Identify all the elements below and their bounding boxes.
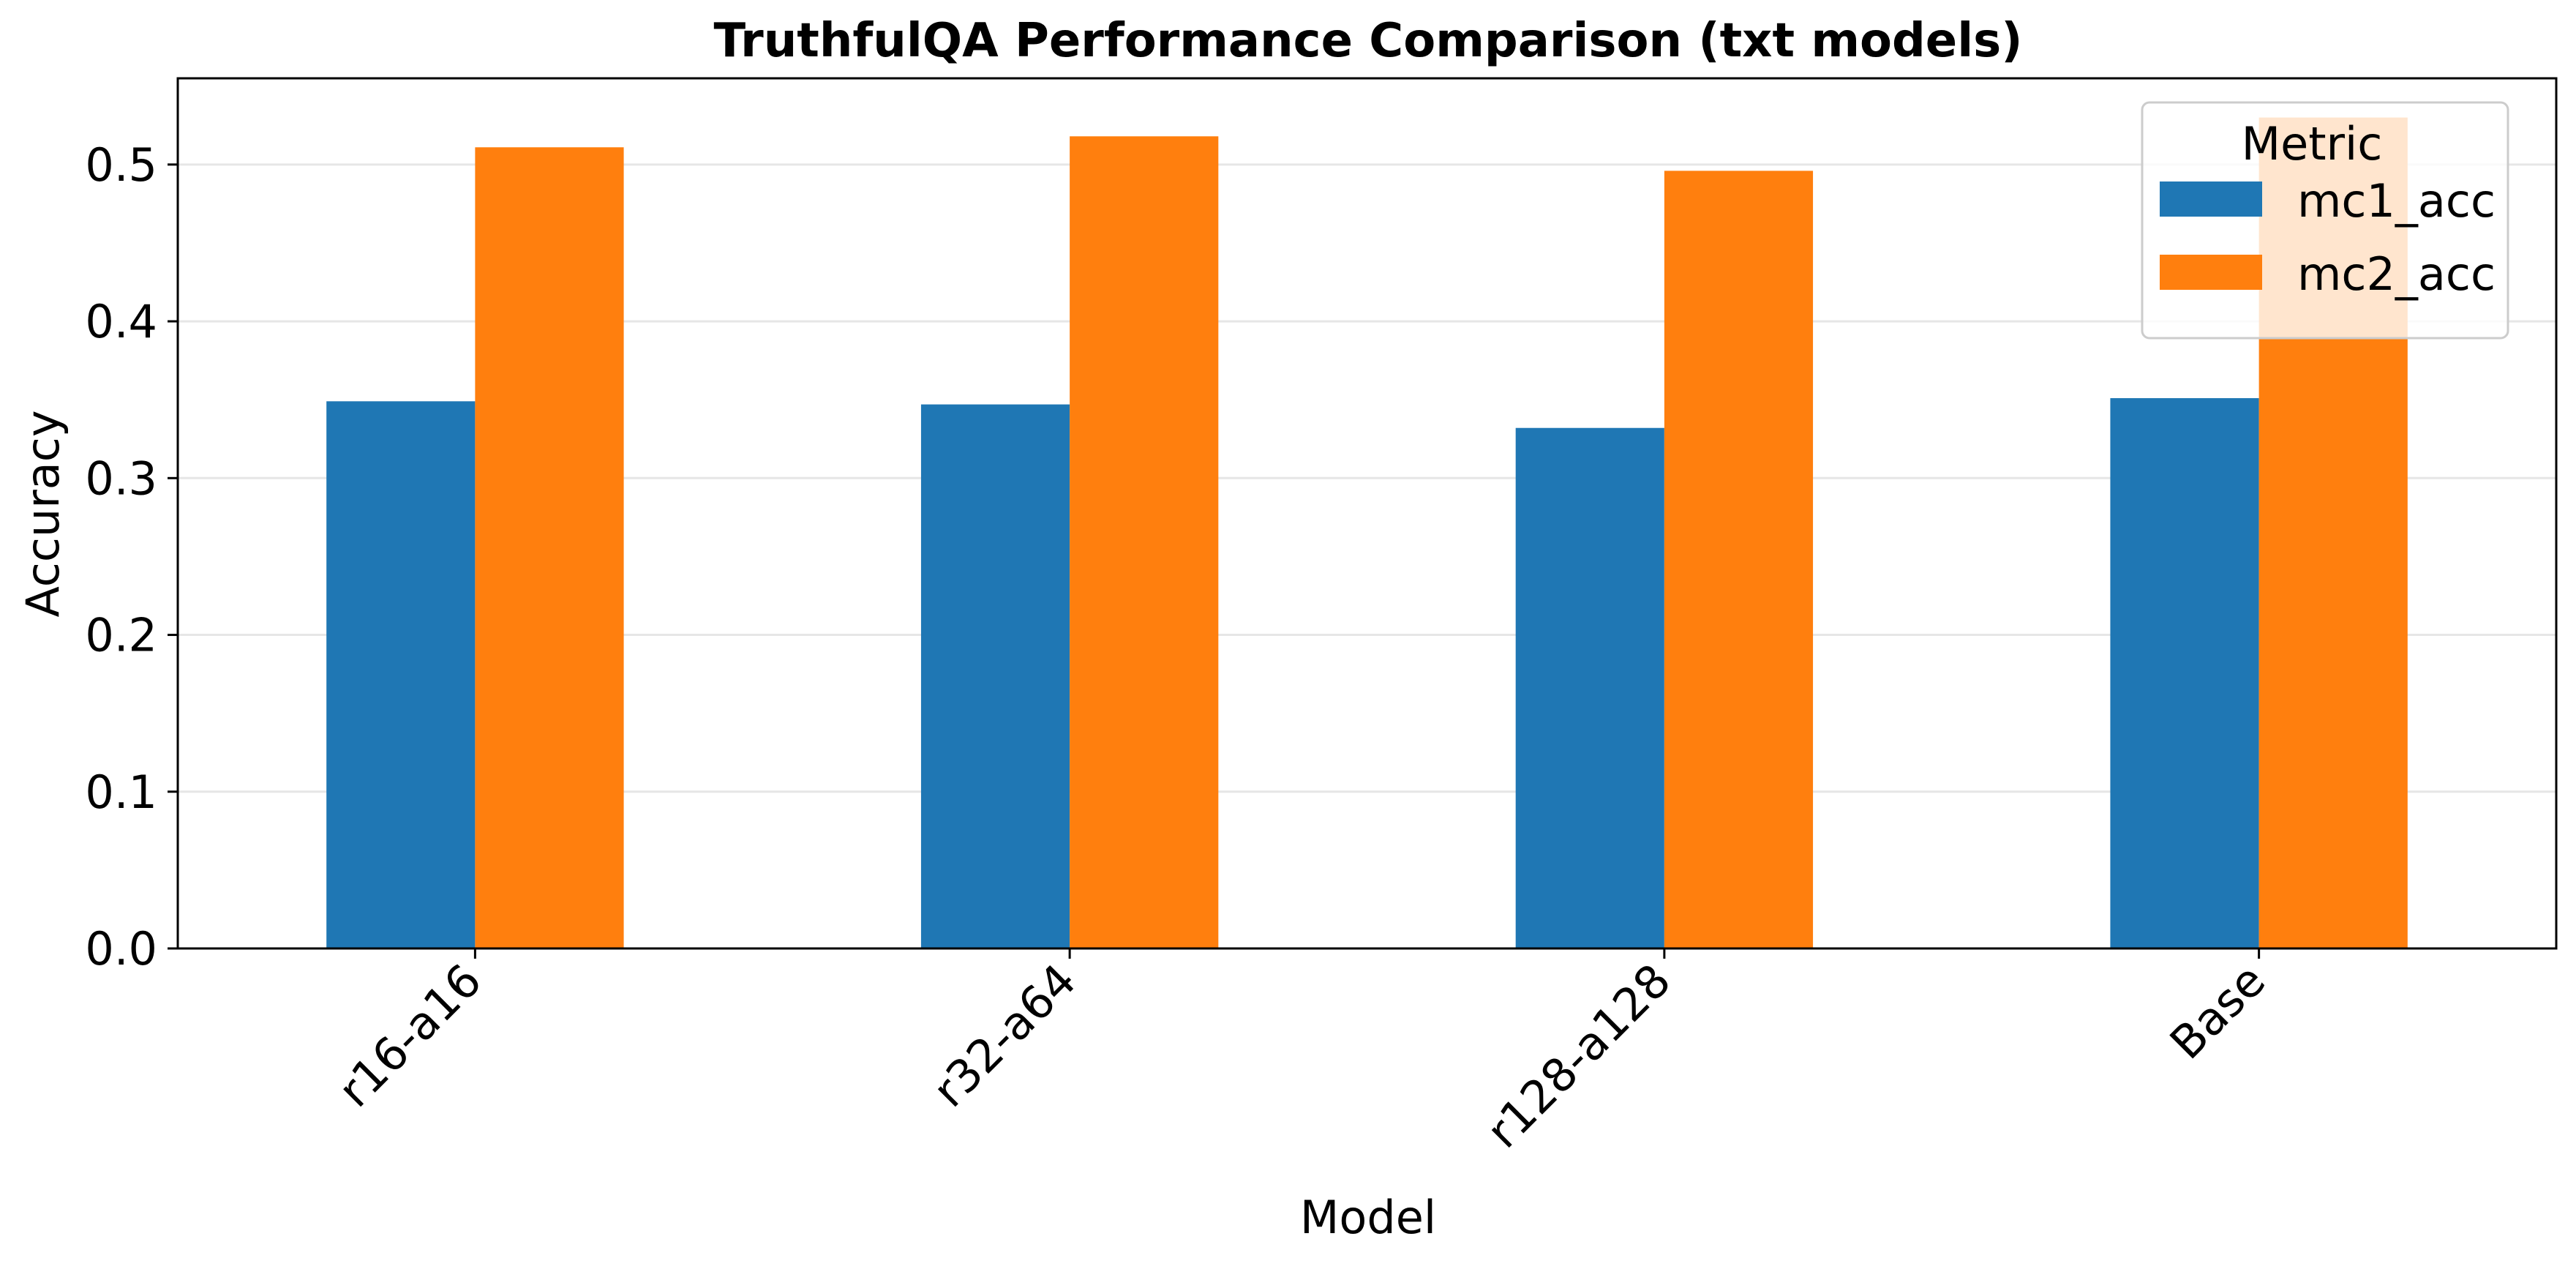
y-tick-label: 0.2 (85, 609, 157, 662)
bars (326, 117, 2408, 949)
y-axis: 0.0 0.1 0.2 0.3 0.4 0.5 (85, 138, 178, 976)
bar-mc2_acc-r16-a16 (475, 147, 624, 948)
x-tick-label: r128-a128 (1476, 954, 1681, 1158)
legend-swatch-mc2_acc (2160, 255, 2262, 290)
x-axis: r16-a16 r32-a64 r128-a128 Base (328, 948, 2275, 1158)
x-tick-label: r32-a64 (923, 954, 1086, 1118)
y-tick-label: 0.5 (85, 138, 157, 192)
x-tick-label: Base (2160, 954, 2275, 1069)
legend-label-mc2_acc: mc2_acc (2297, 247, 2496, 301)
plot-frame (176, 77, 2558, 950)
y-tick-label: 0.4 (85, 295, 157, 348)
x-axis-label: Model (1300, 1191, 1436, 1244)
bar-mc1_acc-r32-a64 (920, 404, 1070, 948)
bar-mc1_acc-Base (2110, 398, 2259, 948)
bar-mc2_acc-r32-a64 (1070, 136, 1219, 949)
legend-items: mc1_acc mc2_acc (2160, 174, 2496, 301)
legend-swatch-mc1_acc (2160, 181, 2262, 217)
y-axis-label: Accuracy (16, 410, 70, 617)
legend-label-mc1_acc: mc1_acc (2297, 174, 2496, 228)
bar-mc1_acc-r16-a16 (326, 401, 476, 948)
chart-title: TruthfulQA Performance Comparison (txt m… (714, 14, 2023, 68)
y-tick-label: 0.0 (85, 922, 157, 976)
y-tick-label: 0.1 (85, 765, 157, 819)
y-tick-label: 0.3 (85, 452, 157, 505)
x-tick-label: r16-a16 (328, 954, 492, 1118)
legend: Metric mc1_acc mc2_acc (2141, 101, 2509, 340)
bar-mc2_acc-r128-a128 (1664, 171, 1814, 948)
bar-mc1_acc-r128-a128 (1515, 427, 1664, 948)
legend-title: Metric (2242, 117, 2383, 171)
